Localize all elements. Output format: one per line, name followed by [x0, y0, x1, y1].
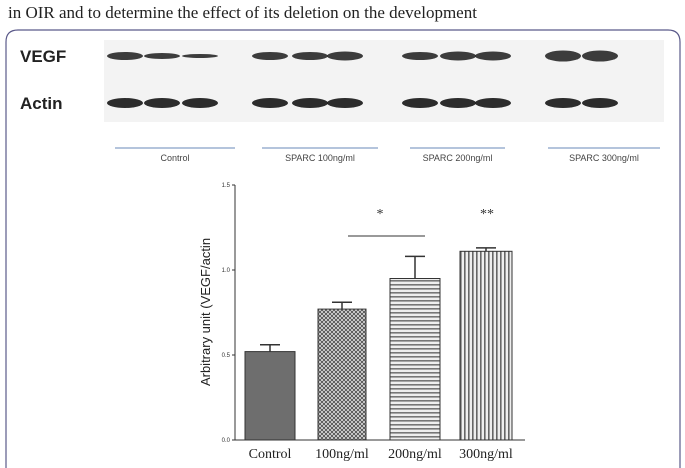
- group-label: SPARC 300ng/ml: [569, 153, 639, 163]
- blot-band: [144, 53, 180, 59]
- y-axis-label: Arbitrary unit (VEGF/actin: [198, 238, 213, 386]
- y-tick-label: 1.5: [222, 183, 231, 189]
- bar: [390, 279, 440, 441]
- annotation: *: [377, 207, 384, 222]
- page: {"header": {"text": "in OIR and to deter…: [0, 0, 685, 468]
- blot-band: [107, 52, 143, 60]
- blot-band: [582, 51, 618, 62]
- group-label: SPARC 200ng/ml: [423, 153, 493, 163]
- blot-band: [402, 52, 438, 60]
- blot-band: [144, 98, 180, 108]
- y-tick-label: 0.5: [222, 353, 231, 359]
- group-label: SPARC 100ng/ml: [285, 153, 355, 163]
- bar: [460, 251, 512, 440]
- blot-band: [182, 54, 218, 58]
- blot-band: [292, 52, 328, 60]
- blot-band: [475, 52, 511, 61]
- x-tick-label: 100ng/ml: [315, 447, 369, 462]
- y-tick-label: 0.0: [222, 438, 231, 444]
- bar: [318, 309, 366, 440]
- blot-row-label: VEGF: [20, 47, 66, 66]
- blot-band: [327, 98, 363, 108]
- group-label: Control: [160, 153, 189, 163]
- x-tick-label: Control: [249, 447, 292, 462]
- blot-band: [292, 98, 328, 108]
- figure: VEGF Actin Control SPARC 100ng/ml SPARC 200n…: [0, 0, 685, 468]
- blot-background: [104, 40, 664, 122]
- blot-band: [440, 52, 476, 61]
- x-tick-label: 200ng/ml: [388, 447, 442, 462]
- blot-band: [545, 51, 581, 62]
- blot-row-label: Actin: [20, 94, 63, 113]
- blot-band: [182, 98, 218, 108]
- x-tick-label: 300ng/ml: [459, 447, 513, 462]
- blot-band: [252, 52, 288, 60]
- blot: [104, 40, 664, 122]
- annotation: **: [480, 207, 494, 222]
- blot-band: [475, 98, 511, 108]
- blot-band: [107, 98, 143, 108]
- blot-band: [545, 98, 581, 108]
- blot-band: [582, 98, 618, 108]
- blot-band: [327, 52, 363, 61]
- blot-band: [252, 98, 288, 108]
- blot-band: [402, 98, 438, 108]
- bar: [245, 352, 295, 440]
- y-tick-label: 1.0: [222, 268, 231, 274]
- blot-band: [440, 98, 476, 108]
